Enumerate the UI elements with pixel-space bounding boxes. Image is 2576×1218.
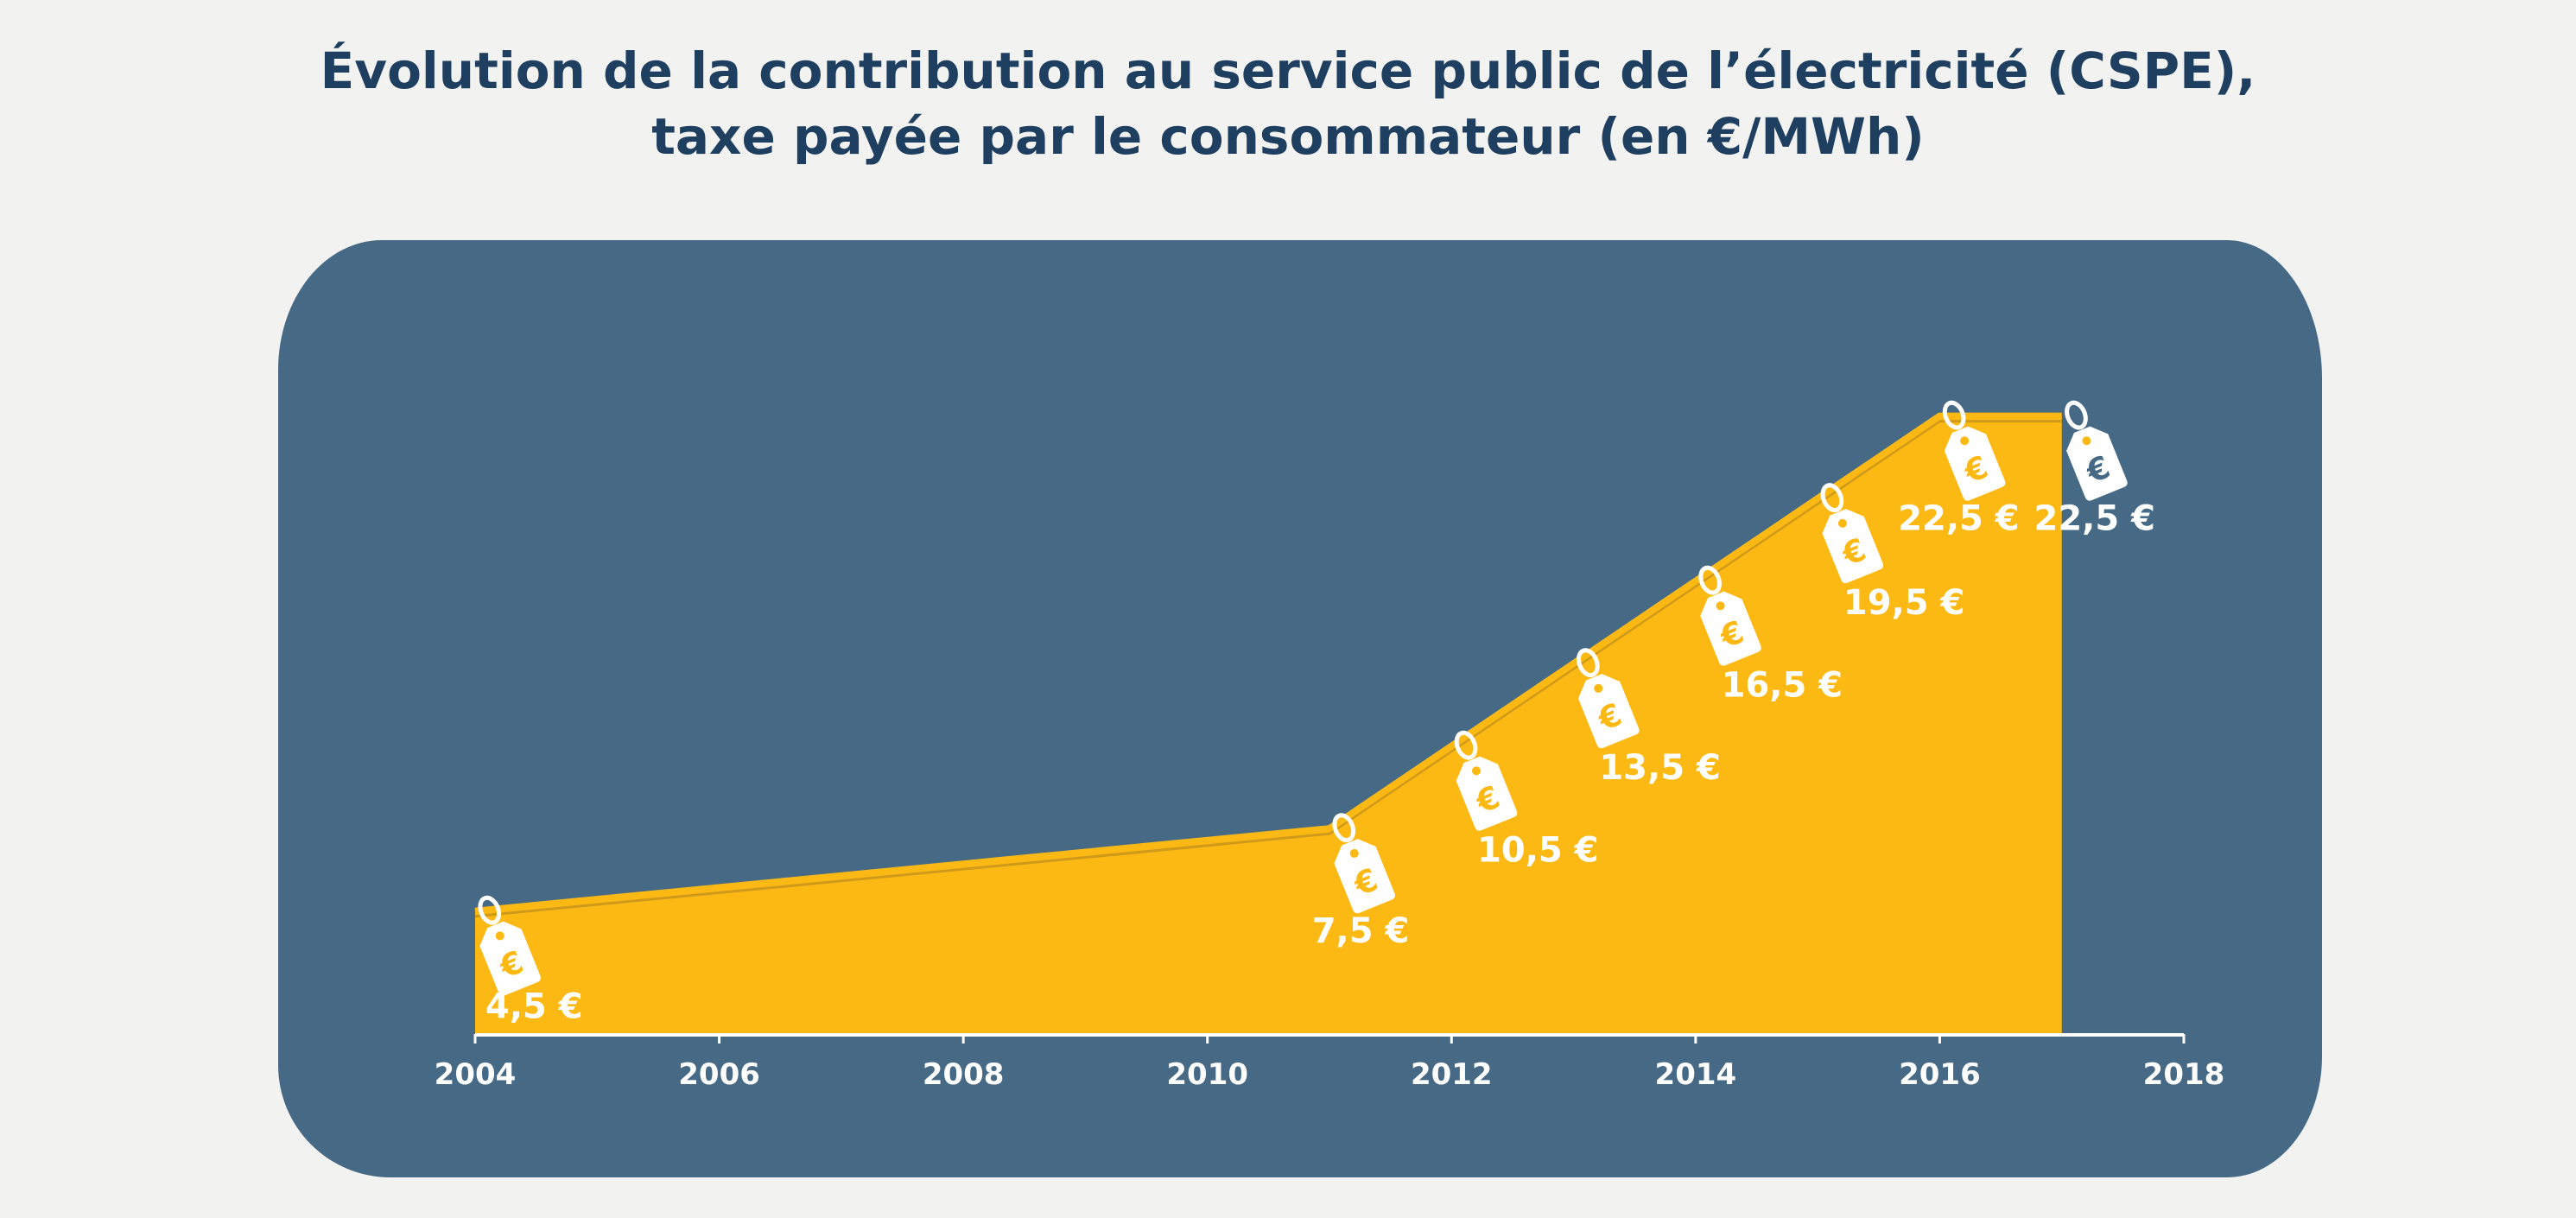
- data-label: 22,5 €: [1898, 499, 2019, 539]
- tag-hole: [2082, 436, 2091, 446]
- series-line: [474, 412, 2062, 915]
- x-tick-label: 2004: [435, 1057, 517, 1092]
- area-layer: [474, 412, 2062, 1036]
- tag-hole: [1349, 848, 1359, 858]
- euro-price-tag-icon: €: [1698, 565, 1761, 666]
- marker-layer: € € € € € € € €: [478, 400, 2128, 996]
- tag-hole: [495, 931, 504, 941]
- tag-loop: [1698, 565, 1722, 595]
- tag-loop: [478, 895, 502, 925]
- tag-hole: [1960, 436, 1970, 446]
- x-tick-label: 2018: [2143, 1057, 2225, 1092]
- tag-loop: [2065, 400, 2088, 430]
- chart-title: Évolution de la contribution au service …: [0, 38, 2576, 169]
- area-fill: [475, 416, 2062, 1036]
- x-axis: 2004 2006 2008 2010 2012 2014 2016 2018: [435, 1033, 2225, 1092]
- x-tick-label: 2016: [1899, 1057, 1981, 1092]
- tag-body: [1334, 839, 1395, 914]
- tag-hole: [1472, 766, 1482, 776]
- euro-price-tag-icon: €: [1332, 813, 1395, 914]
- chart-title-line-2: taxe payée par le consommateur (en €/MWh…: [651, 107, 1925, 166]
- tag-hole: [1837, 518, 1847, 528]
- x-tick-label: 2008: [923, 1057, 1005, 1092]
- euro-price-tag-icon: €: [1576, 648, 1640, 749]
- tag-body: [1456, 756, 1518, 831]
- euro-price-tag-icon: €: [478, 895, 541, 996]
- data-label: 13,5 €: [1599, 748, 1720, 788]
- euro-price-tag-icon: €: [1820, 483, 1884, 584]
- data-label: 10,5 €: [1477, 831, 1598, 871]
- tag-body: [1944, 426, 2006, 501]
- x-tick-label: 2010: [1166, 1057, 1248, 1092]
- data-label-layer: 4,5 € 7,5 € 10,5 € 13,5 € 16,5 € 19,5 € 22,5 €…: [485, 499, 2155, 1027]
- tag-body: [479, 921, 541, 996]
- x-tick-label: 2014: [1655, 1057, 1737, 1092]
- tag-body: [1577, 674, 1640, 749]
- chart-title-line-1: Évolution de la contribution au service …: [320, 41, 2256, 100]
- tag-loop: [1454, 730, 1478, 760]
- tag-body: [1822, 509, 1884, 584]
- data-label: 7,5 €: [1312, 911, 1410, 951]
- euro-price-tag-icon: €: [2065, 400, 2128, 501]
- x-tick-label: 2006: [678, 1057, 760, 1092]
- tag-body: [2066, 426, 2128, 501]
- data-label: 4,5 €: [485, 987, 583, 1027]
- tag-body: [1700, 591, 1761, 666]
- tag-loop: [1332, 813, 1356, 843]
- data-label: 16,5 €: [1722, 666, 1843, 706]
- data-label: 19,5 €: [1843, 583, 1964, 623]
- data-label: 22,5 €: [2034, 499, 2154, 539]
- euro-price-tag-icon: €: [1454, 730, 1518, 831]
- x-tick-label: 2012: [1411, 1057, 1493, 1092]
- tag-loop: [1576, 648, 1600, 678]
- tag-loop: [1820, 483, 1844, 513]
- tag-loop: [1942, 400, 1966, 430]
- tag-hole: [1594, 683, 1603, 693]
- tag-hole: [1716, 601, 1725, 611]
- euro-price-tag-icon: €: [1942, 400, 2006, 501]
